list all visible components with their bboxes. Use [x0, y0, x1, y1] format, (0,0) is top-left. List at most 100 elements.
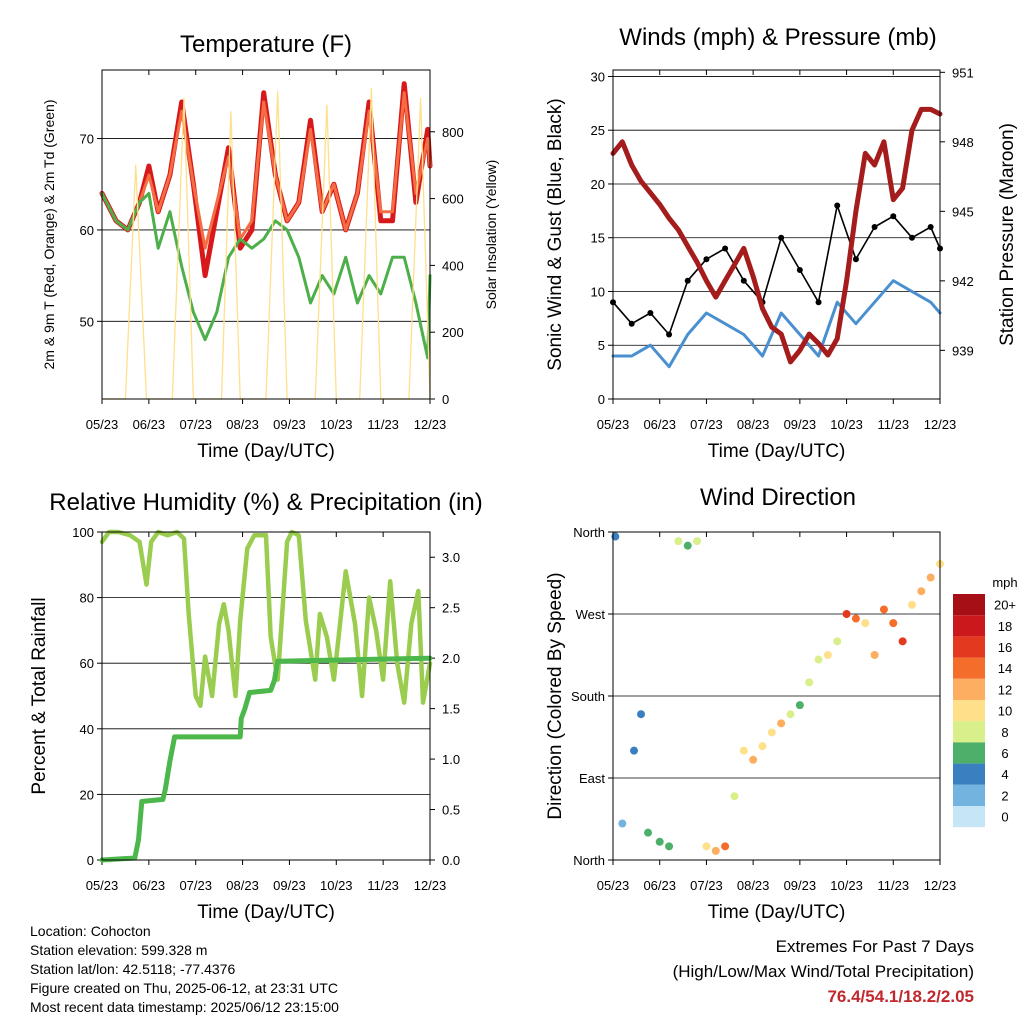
direction-point: [665, 842, 674, 851]
plot-frame: [612, 69, 941, 400]
y-axis-label: Direction (Colored By Speed): [545, 572, 566, 819]
plot-frame: [101, 69, 431, 400]
direction-point: [842, 610, 851, 618]
x-axis-label: Time (Day/UTC): [708, 902, 846, 923]
series-line: [99, 655, 433, 863]
colorbar-label: 0: [1001, 810, 1008, 825]
y-right-tick-label: 2.5: [442, 601, 460, 616]
chart-title-3: Relative Humidity (%) & Precipitation (i…: [49, 489, 482, 516]
x-tick-label: 08/23: [737, 878, 770, 893]
x-tick-label: 07/23: [179, 878, 212, 893]
gust-point: [684, 277, 691, 284]
gust-point: [796, 266, 803, 273]
x-tick-label: 10/23: [320, 417, 353, 432]
y-axis-label: Sonic Wind & Gust (Blue, Black): [545, 98, 566, 370]
y-tick-label: South: [571, 689, 605, 704]
direction-point: [758, 742, 767, 751]
y-right-tick-label: 948: [952, 135, 974, 150]
x-tick-label: 11/23: [877, 417, 909, 432]
x-tick-label: 11/23: [877, 878, 909, 893]
x-tick-label: 10/23: [830, 417, 863, 432]
y-right-tick-label: 1.0: [442, 752, 460, 767]
chart-panel-2: [608, 69, 945, 404]
series-line: [100, 191, 432, 360]
colorbar-swatch: [953, 615, 985, 637]
x-tick-label: 07/23: [690, 417, 723, 432]
direction-point: [637, 710, 646, 719]
colorbar-label: 10: [998, 704, 1012, 719]
x-tick-label: 08/23: [226, 878, 259, 893]
colorbar-swatch: [953, 806, 985, 828]
x-tick-label: 12/23: [414, 878, 447, 893]
direction-point: [889, 619, 898, 628]
y-tick-label: 80: [80, 591, 94, 606]
series-line: [611, 279, 942, 369]
direction-point: [795, 701, 804, 710]
x-tick-label: 08/23: [737, 417, 770, 432]
x-tick-label: 06/23: [133, 417, 166, 432]
colorbar-swatch: [953, 657, 985, 679]
series-line: [99, 529, 433, 709]
extremes-values: 76.4/54.1/18.2/2.05: [827, 987, 974, 1006]
x-tick-label: 07/23: [690, 878, 723, 893]
colorbar-swatch: [953, 721, 985, 743]
y-tick-label: West: [576, 607, 606, 622]
gust-point: [890, 213, 897, 220]
x-tick-label: 12/23: [924, 878, 957, 893]
extremes-title: Extremes For Past 7 Days: [775, 937, 974, 956]
station-elevation: Station elevation: 599.328 m: [30, 942, 208, 958]
y-tick-label: 40: [80, 722, 94, 737]
direction-point: [739, 746, 748, 755]
y-right-axis-label: Station Pressure (Maroon): [997, 123, 1018, 346]
colorbar-label: 12: [998, 682, 1012, 697]
gust-point: [927, 223, 934, 230]
chart-title-2: Winds (mph) & Pressure (mb): [619, 24, 936, 51]
x-tick-label: 09/23: [784, 417, 817, 432]
gust-point: [778, 234, 785, 241]
colorbar-title: mph: [992, 575, 1017, 590]
direction-point: [805, 678, 814, 687]
x-tick-label: 05/23: [86, 417, 119, 432]
direction-point: [814, 655, 823, 664]
y-axis-label: 2m & 9m T (Red, Orange) & 2m Td (Green): [41, 100, 57, 370]
direction-point: [833, 637, 842, 646]
gust-point: [871, 223, 878, 230]
direction-point: [879, 605, 888, 614]
y-tick-label: 0: [598, 392, 605, 407]
gust-point: [852, 256, 859, 263]
direction-point: [861, 619, 870, 628]
colorbar-label: 14: [998, 661, 1012, 676]
direction-point: [702, 842, 711, 851]
x-axis-label: Time (Day/UTC): [708, 441, 846, 462]
y-tick-label: 0: [87, 853, 94, 868]
y-right-tick-label: 200: [442, 325, 464, 340]
direction-point: [721, 842, 730, 851]
x-tick-label: 06/23: [643, 417, 676, 432]
direction-point: [870, 651, 879, 659]
y-right-tick-label: 0.0: [442, 853, 460, 868]
direction-point: [777, 719, 786, 728]
series-line: [101, 87, 431, 400]
direction-point: [730, 792, 739, 801]
x-tick-label: 10/23: [830, 878, 863, 893]
x-tick-label: 10/23: [320, 878, 353, 893]
colorbar-label: 6: [1001, 746, 1008, 761]
x-tick-label: 08/23: [226, 417, 259, 432]
y-tick-label: North: [573, 853, 605, 868]
chart-title-4: Wind Direction: [700, 484, 856, 511]
y-right-tick-label: 0: [442, 392, 449, 407]
plot-frame: [612, 531, 941, 861]
chart-panel-4: [608, 531, 985, 865]
direction-point: [898, 637, 907, 646]
chart-panel-3: [97, 529, 435, 865]
colorbar-label: 20+: [994, 598, 1016, 613]
direction-point: [655, 837, 664, 846]
y-tick-label: 5: [598, 338, 605, 353]
y-right-tick-label: 945: [952, 204, 974, 219]
figure-created: Figure created on Thu, 2025-06-12, at 23…: [30, 980, 338, 996]
x-tick-label: 05/23: [86, 878, 119, 893]
x-tick-label: 06/23: [133, 878, 166, 893]
direction-point: [630, 746, 639, 755]
series-line: [612, 204, 941, 336]
